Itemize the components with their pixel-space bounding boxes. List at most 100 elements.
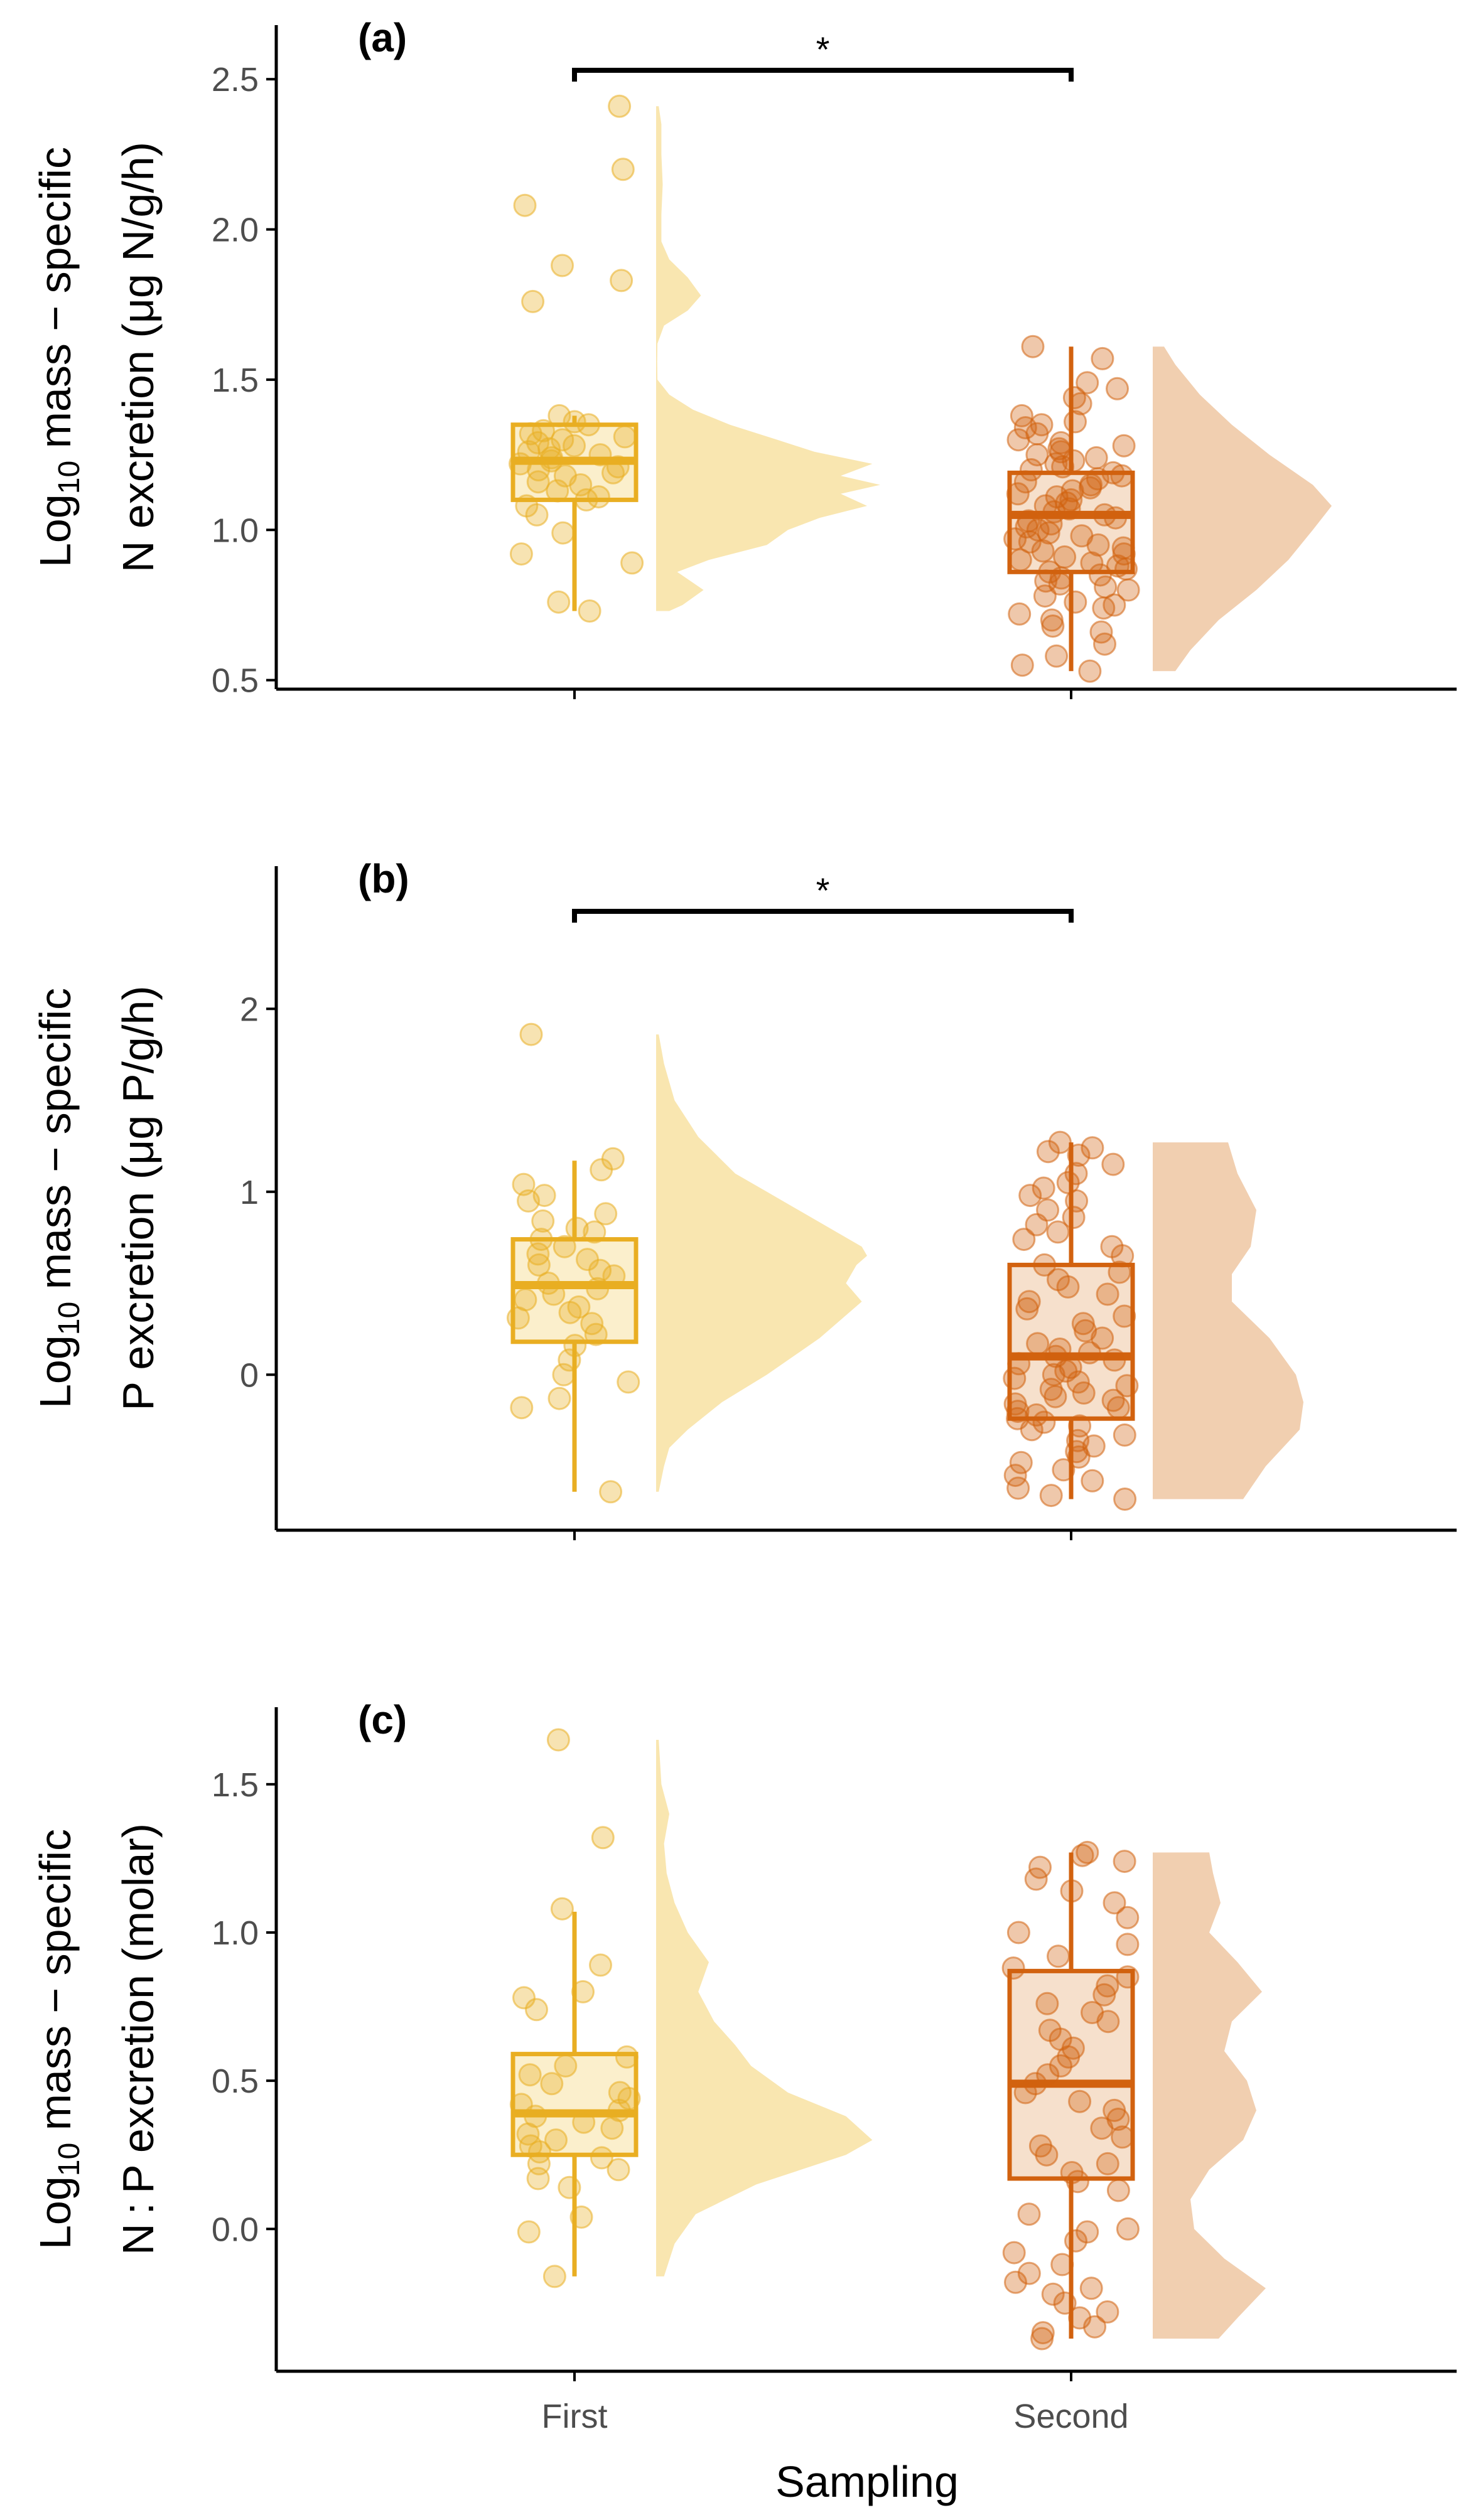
y-tick-label: 0.0 bbox=[212, 2211, 259, 2248]
data-point bbox=[1070, 1843, 1094, 1867]
data-point bbox=[1048, 572, 1072, 596]
data-point bbox=[1019, 458, 1043, 481]
data-point bbox=[519, 1022, 543, 1046]
data-point bbox=[1010, 653, 1034, 677]
data-point bbox=[584, 1322, 608, 1346]
data-point bbox=[600, 2116, 624, 2140]
data-point bbox=[513, 193, 537, 217]
significance-bracket bbox=[572, 909, 1074, 923]
data-point bbox=[1025, 443, 1049, 467]
y-axis-title-mass-specific: mass − specific bbox=[31, 988, 80, 1302]
y-axis-title-log-subscript: 10 bbox=[53, 2143, 86, 2176]
data-point bbox=[1084, 446, 1108, 469]
data-point bbox=[601, 461, 625, 485]
data-point bbox=[590, 2146, 613, 2170]
data-point bbox=[1017, 2261, 1041, 2285]
data-point bbox=[574, 488, 598, 512]
data-point bbox=[617, 1370, 640, 1394]
data-point bbox=[1007, 1352, 1031, 1376]
data-point bbox=[1116, 1933, 1140, 1956]
data-point bbox=[1096, 2010, 1120, 2034]
data-point bbox=[509, 452, 532, 476]
data-point bbox=[539, 449, 563, 473]
data-point bbox=[569, 2205, 593, 2229]
data-point bbox=[1013, 470, 1037, 494]
data-point bbox=[546, 479, 569, 503]
data-point bbox=[578, 599, 601, 623]
data-point bbox=[551, 428, 574, 452]
data-point bbox=[1106, 2179, 1130, 2202]
data-point bbox=[1060, 1879, 1084, 1903]
data-point bbox=[1050, 2253, 1074, 2276]
data-point bbox=[1039, 512, 1063, 536]
panel-label: (c) bbox=[358, 1697, 407, 1742]
data-point bbox=[527, 458, 551, 481]
y-tick-label: 1 bbox=[240, 1174, 259, 1211]
data-point bbox=[528, 2140, 551, 2163]
data-point bbox=[1116, 1965, 1140, 1989]
data-point bbox=[1013, 416, 1037, 439]
data-point bbox=[1030, 2327, 1054, 2351]
data-point bbox=[583, 1220, 607, 1244]
data-point bbox=[1091, 346, 1114, 370]
data-point bbox=[590, 1158, 613, 1182]
data-point bbox=[552, 1363, 576, 1386]
data-point bbox=[1041, 2282, 1065, 2306]
data-point bbox=[1093, 632, 1116, 656]
data-point bbox=[569, 473, 593, 496]
data-point bbox=[1026, 1332, 1050, 1356]
significance-bracket bbox=[572, 68, 1074, 82]
data-point bbox=[509, 542, 533, 566]
data-point bbox=[1091, 1326, 1114, 1350]
data-point bbox=[558, 1348, 581, 1372]
data-point bbox=[1114, 557, 1138, 581]
data-point bbox=[1106, 1396, 1130, 1420]
data-point bbox=[506, 1306, 530, 1330]
data-point bbox=[1013, 2081, 1037, 2104]
data-point bbox=[1113, 1423, 1136, 1447]
data-point bbox=[525, 1998, 548, 2022]
data-point bbox=[620, 551, 644, 575]
x-tick-label-second: Second bbox=[1013, 2398, 1128, 2435]
data-point bbox=[608, 94, 632, 118]
data-point bbox=[540, 2072, 564, 2096]
data-point bbox=[546, 1728, 570, 1752]
data-point bbox=[588, 1258, 612, 1282]
data-point bbox=[531, 1209, 555, 1233]
data-point bbox=[1021, 335, 1045, 358]
density-cloud-second bbox=[1153, 1852, 1266, 2339]
data-point bbox=[1017, 2202, 1041, 2226]
data-point bbox=[565, 1216, 589, 1240]
data-point bbox=[1064, 590, 1087, 614]
data-point bbox=[1046, 1220, 1070, 1244]
data-point bbox=[1020, 1418, 1043, 1442]
data-point bbox=[1052, 1458, 1076, 1482]
data-point bbox=[571, 1980, 595, 2003]
panel-label: (a) bbox=[358, 15, 407, 60]
group-second bbox=[1003, 1130, 1303, 1511]
data-point bbox=[1008, 602, 1032, 626]
significance-marker: * bbox=[816, 29, 830, 69]
data-point bbox=[1018, 530, 1042, 554]
data-point bbox=[1106, 377, 1129, 400]
data-point bbox=[1077, 1341, 1101, 1365]
data-point bbox=[1072, 1381, 1096, 1405]
group-second bbox=[1001, 1840, 1266, 2351]
data-point bbox=[1036, 1140, 1060, 1164]
data-point bbox=[529, 1228, 553, 1252]
data-point bbox=[586, 1277, 610, 1300]
y-axis-title-log-subscript: 10 bbox=[53, 1302, 86, 1335]
data-point bbox=[526, 431, 550, 454]
data-point bbox=[1033, 584, 1057, 608]
data-point bbox=[1116, 578, 1140, 602]
data-point bbox=[510, 1396, 534, 1420]
data-point bbox=[1006, 482, 1030, 506]
group-first bbox=[509, 94, 880, 623]
y-axis-title-log: Log bbox=[31, 2176, 80, 2249]
data-point bbox=[1032, 1176, 1055, 1200]
y-tick-label: 0.5 bbox=[212, 2062, 259, 2100]
data-point bbox=[1039, 1484, 1063, 1508]
data-point bbox=[1002, 2241, 1026, 2265]
x-axis-labels: First Second Sampling bbox=[542, 2398, 1129, 2506]
